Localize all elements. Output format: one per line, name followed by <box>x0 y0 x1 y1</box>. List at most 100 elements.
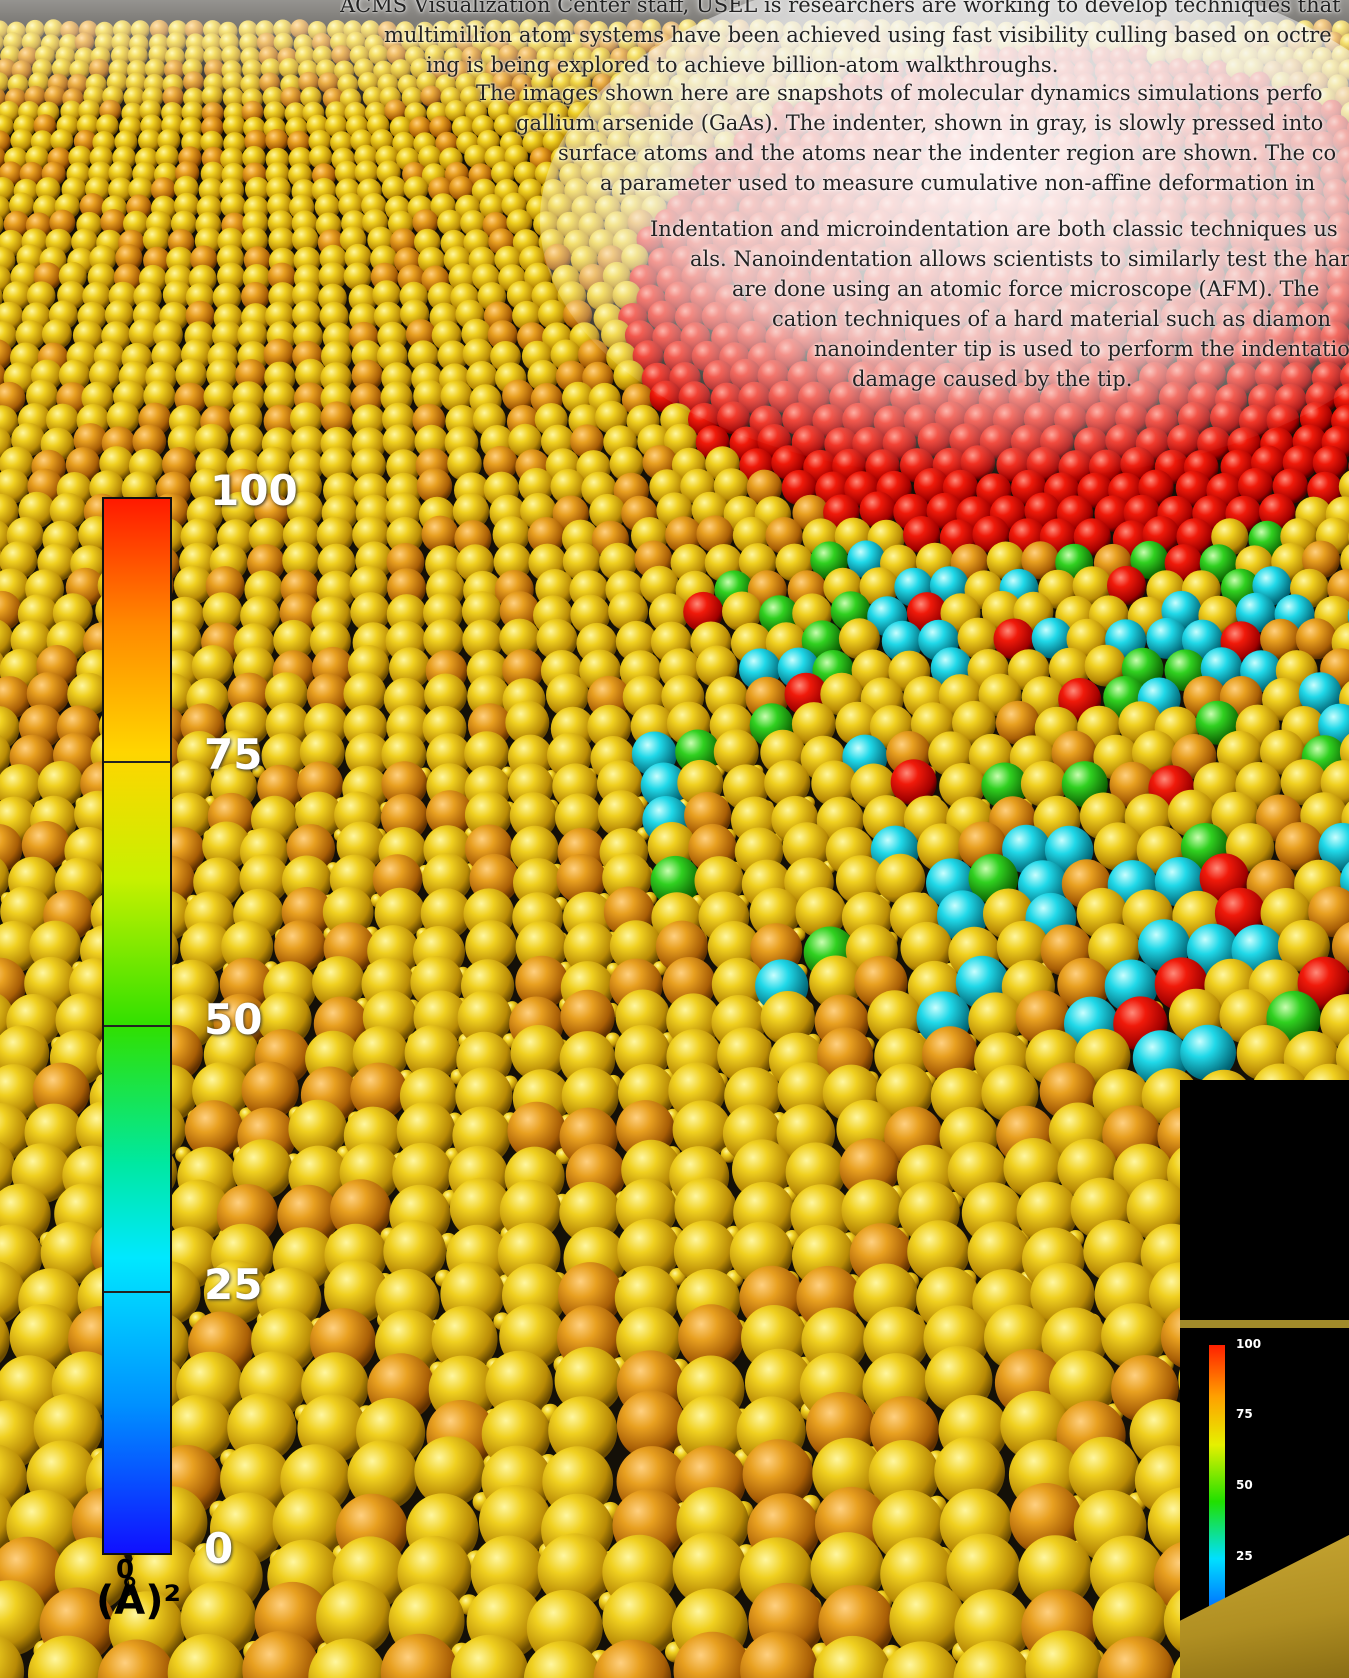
atom <box>527 517 565 555</box>
scale-tick-25: 25 <box>204 1260 263 1309</box>
atom <box>934 1436 1005 1508</box>
scale-divider <box>104 1025 170 1027</box>
atom <box>316 516 354 555</box>
atom <box>550 468 586 505</box>
atom <box>967 1221 1031 1285</box>
deformed-atom <box>713 729 759 775</box>
atom <box>372 280 401 309</box>
atom <box>609 446 645 482</box>
atom <box>589 493 626 531</box>
atom <box>0 215 4 234</box>
atom <box>593 1639 672 1678</box>
deformed-atom <box>1021 541 1060 580</box>
inset-tick-50: 50 <box>1236 1478 1253 1492</box>
text-line: surface atoms and the atoms near the ind… <box>558 141 1337 165</box>
atom <box>167 1634 246 1678</box>
deformed-atom <box>995 700 1040 745</box>
atom <box>946 1533 1021 1608</box>
text-line: ing is being explored to achieve billion… <box>426 53 1059 77</box>
scale-unit-label: (Å)² <box>96 1578 182 1624</box>
atom <box>347 1439 419 1511</box>
atom <box>343 672 387 716</box>
atom <box>49 492 87 530</box>
atom <box>282 541 321 580</box>
atom <box>421 515 459 553</box>
atom <box>889 1581 966 1658</box>
atom <box>175 358 207 391</box>
atom <box>0 619 14 659</box>
atom <box>138 129 161 153</box>
deformed-atom <box>1275 822 1324 871</box>
text-line: are done using an atomic force microscop… <box>732 277 1320 301</box>
atom <box>523 1641 602 1678</box>
atom <box>142 226 170 253</box>
atom <box>0 1261 26 1325</box>
atom <box>220 193 246 219</box>
atom <box>263 381 296 414</box>
atom <box>383 1220 447 1283</box>
atom <box>248 517 286 556</box>
atom <box>0 1444 28 1514</box>
indenter-atom <box>1237 467 1274 504</box>
atom <box>502 648 544 691</box>
deformed-atom <box>890 759 937 806</box>
atom <box>321 340 352 372</box>
deformed-atom <box>1298 672 1342 716</box>
atom <box>1048 1350 1117 1418</box>
deformed-atom <box>838 618 880 660</box>
atom <box>1340 544 1349 577</box>
text-line: cation techniques of a hard material suc… <box>772 307 1331 331</box>
atom <box>502 379 535 412</box>
atom <box>696 515 734 553</box>
atom <box>191 645 234 687</box>
atom <box>413 379 446 413</box>
deformed-atom <box>993 618 1035 660</box>
atom <box>418 145 442 169</box>
atom <box>449 1177 512 1240</box>
atom <box>561 1067 619 1125</box>
atom <box>672 1100 732 1159</box>
text-line: als. Nanoindentation allows scientists t… <box>690 247 1349 271</box>
atom <box>513 858 563 908</box>
atom <box>58 359 91 391</box>
atom <box>242 1630 321 1678</box>
atom <box>263 338 295 370</box>
atom <box>230 423 265 458</box>
color-scale-bar <box>102 497 172 1555</box>
inset-surface <box>1180 1320 1349 1328</box>
atom <box>241 282 270 311</box>
atom <box>41 319 72 350</box>
atom <box>554 1346 623 1415</box>
scale-bottom-zero: 0 <box>116 1555 135 1585</box>
atom <box>10 128 34 152</box>
atom <box>115 244 143 272</box>
deformed-atom <box>1020 760 1067 807</box>
atom <box>760 991 815 1046</box>
atom <box>1338 470 1349 503</box>
atom <box>317 543 356 582</box>
atom <box>1068 1436 1140 1508</box>
indenter-atom <box>1175 470 1212 506</box>
atom <box>0 288 3 307</box>
atom <box>412 209 439 236</box>
inset-tick-75: 75 <box>1236 1407 1253 1421</box>
text-line: ACMS Visualization Center staff, USEL is… <box>340 0 1341 17</box>
deformed-atom <box>1031 617 1073 659</box>
atom <box>711 957 766 1012</box>
atom <box>350 1062 408 1120</box>
atom <box>334 160 359 185</box>
atom <box>510 1025 567 1081</box>
atom <box>168 1179 230 1242</box>
text-line: gallium arsenide (GaAs). The indenter, s… <box>516 111 1324 135</box>
text-line: a parameter used to measure cumulative n… <box>600 171 1316 195</box>
deformed-atom <box>1280 759 1327 806</box>
atom <box>351 359 383 391</box>
atom <box>382 424 417 458</box>
atom <box>499 591 540 632</box>
atom <box>1101 1303 1168 1370</box>
inset-atom-floor <box>1180 1535 1349 1678</box>
inset-color-scale-bar <box>1209 1345 1225 1630</box>
intro-paragraph: ACMS Visualization Center staff, USEL is… <box>340 0 1349 80</box>
atom <box>560 989 615 1045</box>
